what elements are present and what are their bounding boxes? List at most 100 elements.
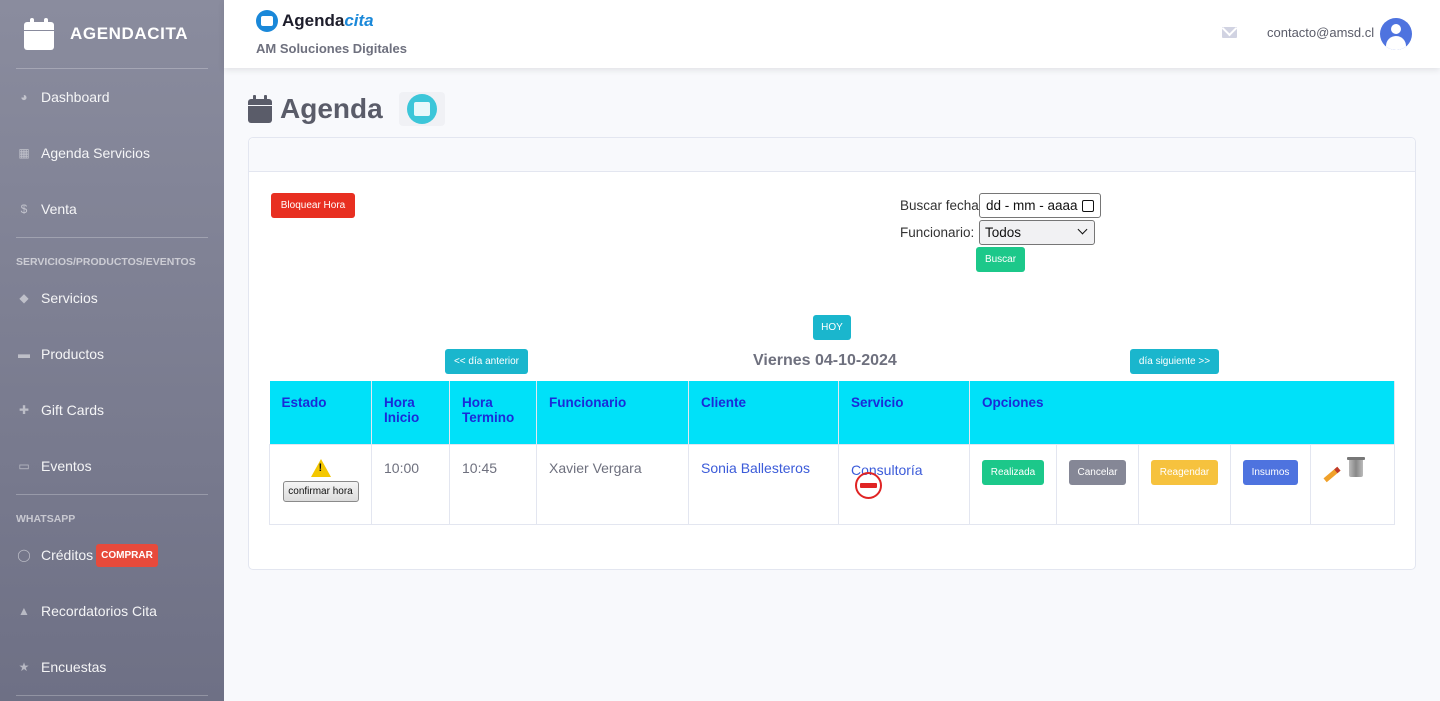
action-cell: Insumos bbox=[1230, 443, 1311, 525]
sidebar-item-recordatorios[interactable]: ▲ Recordatorios Cita bbox=[0, 583, 224, 639]
next-day-button[interactable]: día siguiente >> bbox=[1130, 349, 1219, 374]
today-button[interactable]: HOY bbox=[813, 315, 851, 340]
hora-termino-cell: 10:45 bbox=[449, 443, 537, 525]
gift-icon: ✚ bbox=[18, 403, 30, 417]
agenda-card: Bloquear Hora Buscar fecha: dd - mm - aa… bbox=[248, 137, 1416, 570]
tags-icon: ◆ bbox=[19, 291, 29, 305]
header-text: Hora bbox=[462, 395, 493, 410]
sidebar-item-label: Recordatorios Cita bbox=[41, 603, 157, 619]
search-date-input[interactable]: dd - mm - aaaa bbox=[979, 193, 1101, 218]
column-header-hora-termino: Hora Termino bbox=[449, 381, 537, 444]
sidebar-item-servicios[interactable]: ◆ Servicios bbox=[0, 270, 224, 326]
header-text: Termino bbox=[462, 410, 515, 425]
pending-stamp-icon bbox=[855, 471, 882, 499]
sidebar: AGENDACITA ◕ Dashboard ▦ Agenda Servicio… bbox=[0, 0, 224, 701]
confirm-hour-button[interactable]: confirmar hora bbox=[282, 480, 359, 502]
column-header-funcionario: Funcionario bbox=[536, 381, 689, 444]
edit-icon[interactable] bbox=[1323, 466, 1341, 482]
app-logo[interactable]: Agenda cita bbox=[256, 10, 374, 32]
bell-icon: ▲ bbox=[18, 604, 30, 618]
staff-select[interactable]: Todos bbox=[979, 220, 1095, 245]
sidebar-item-productos[interactable]: ▬ Productos bbox=[0, 326, 224, 382]
client-link[interactable]: Sonia Ballesteros bbox=[701, 459, 810, 476]
header-text: Inicio bbox=[384, 410, 420, 425]
table-header-row: Estado Hora Inicio Hora Termino Funciona… bbox=[269, 381, 1395, 444]
envelope-icon[interactable] bbox=[1222, 27, 1237, 38]
supplies-button[interactable]: Insumos bbox=[1243, 459, 1298, 485]
sidebar-item-label: Dashboard bbox=[41, 89, 110, 105]
star-icon: ★ bbox=[18, 660, 30, 674]
action-cell: Cancelar bbox=[1056, 443, 1139, 525]
mark-done-button[interactable]: Realizada bbox=[982, 459, 1044, 485]
app-logo-icon bbox=[256, 10, 278, 32]
calendar-view-button[interactable] bbox=[398, 92, 445, 126]
estado-cell: confirmar hora bbox=[269, 443, 372, 525]
hora-inicio-cell: 10:00 bbox=[371, 443, 450, 525]
sidebar-item-agenda-servicios[interactable]: ▦ Agenda Servicios bbox=[0, 125, 224, 181]
avatar[interactable] bbox=[1380, 18, 1412, 50]
cliente-cell: Sonia Ballesteros bbox=[688, 443, 839, 525]
brand-name: AGENDACITA bbox=[70, 24, 189, 43]
calendar-icon bbox=[406, 94, 437, 124]
page-title: Agenda bbox=[280, 93, 383, 124]
sidebar-item-creditos[interactable]: ◯ Créditos COMPRAR bbox=[0, 527, 224, 583]
appointments-table: Estado Hora Inicio Hora Termino Funciona… bbox=[269, 381, 1395, 525]
column-header-hora-inicio: Hora Inicio bbox=[371, 381, 450, 444]
dollar-icon: $ bbox=[20, 202, 28, 216]
store-icon: ▬ bbox=[18, 347, 30, 361]
sidebar-item-label: Eventos bbox=[41, 458, 92, 474]
user-email[interactable]: contacto@amsd.cl bbox=[1267, 25, 1375, 40]
cancel-button[interactable]: Cancelar bbox=[1069, 459, 1126, 485]
action-cell: Realizada bbox=[969, 443, 1057, 525]
calendar-icon: ▦ bbox=[18, 146, 30, 160]
comprar-badge[interactable]: COMPRAR bbox=[96, 543, 158, 567]
sidebar-item-label: Venta bbox=[41, 201, 77, 217]
logo-text-agenda: Agenda bbox=[282, 11, 345, 30]
action-cell: Reagendar bbox=[1138, 443, 1231, 525]
sidebar-item-encuestas[interactable]: ★ Encuestas bbox=[0, 639, 224, 695]
table-row: confirmar hora 10:00 10:45 Xavier Vergar… bbox=[269, 443, 1395, 525]
sidebar-item-venta[interactable]: $ Venta bbox=[0, 181, 224, 237]
trash-icon[interactable] bbox=[1346, 456, 1365, 477]
chevron-down-icon bbox=[1077, 224, 1088, 235]
sidebar-item-label: Productos bbox=[41, 346, 105, 362]
action-cell bbox=[1310, 443, 1395, 525]
staff-selected-value: Todos bbox=[985, 225, 1022, 240]
sidebar-item-label: Gift Cards bbox=[41, 402, 105, 418]
column-header-cliente: Cliente bbox=[688, 381, 839, 444]
reschedule-button[interactable]: Reagendar bbox=[1151, 459, 1218, 485]
sidebar-divider bbox=[16, 237, 208, 238]
funcionario-cell: Xavier Vergara bbox=[536, 443, 689, 525]
desktop-icon: ▭ bbox=[18, 459, 30, 473]
block-hour-button[interactable]: Bloquear Hora bbox=[271, 193, 355, 218]
sidebar-item-gift-cards[interactable]: ✚ Gift Cards bbox=[0, 382, 224, 438]
page-heading: Agenda bbox=[248, 92, 445, 126]
sidebar-item-label: Agenda Servicios bbox=[41, 145, 150, 161]
search-button[interactable]: Buscar bbox=[976, 247, 1025, 272]
sidebar-item-dashboard[interactable]: ◕ Dashboard bbox=[0, 69, 224, 125]
sidebar-heading-services: SERVICIOS/PRODUCTOS/EVENTOS bbox=[16, 256, 196, 268]
sidebar-item-label: Encuestas bbox=[41, 659, 107, 675]
calendar-icon bbox=[24, 18, 54, 50]
logo-text-cita: cita bbox=[344, 11, 374, 30]
topbar: Agenda cita AM Soluciones Digitales conta… bbox=[224, 0, 1440, 68]
date-picker-icon[interactable] bbox=[1082, 200, 1094, 212]
sidebar-item-label: Servicios bbox=[41, 290, 98, 306]
sidebar-item-eventos[interactable]: ▭ Eventos bbox=[0, 438, 224, 494]
search-date-label: Buscar fecha: bbox=[900, 198, 983, 213]
warning-icon bbox=[310, 458, 331, 477]
sidebar-brand[interactable]: AGENDACITA bbox=[0, 0, 224, 68]
card-header bbox=[249, 138, 1415, 172]
current-date: Viernes 04-10-2024 bbox=[753, 352, 897, 369]
column-header-estado: Estado bbox=[269, 381, 372, 444]
previous-day-button[interactable]: << día anterior bbox=[445, 349, 528, 374]
whatsapp-icon: ◯ bbox=[17, 548, 31, 562]
staff-label: Funcionario: bbox=[900, 225, 975, 240]
sidebar-divider bbox=[16, 68, 208, 69]
company-name: AM Soluciones Digitales bbox=[256, 41, 407, 56]
header-text: Hora bbox=[384, 395, 415, 410]
sidebar-divider bbox=[16, 695, 208, 696]
column-header-servicio: Servicio bbox=[838, 381, 970, 444]
servicio-cell: Consultoría bbox=[838, 443, 970, 525]
sidebar-item-label: Créditos bbox=[41, 547, 94, 563]
